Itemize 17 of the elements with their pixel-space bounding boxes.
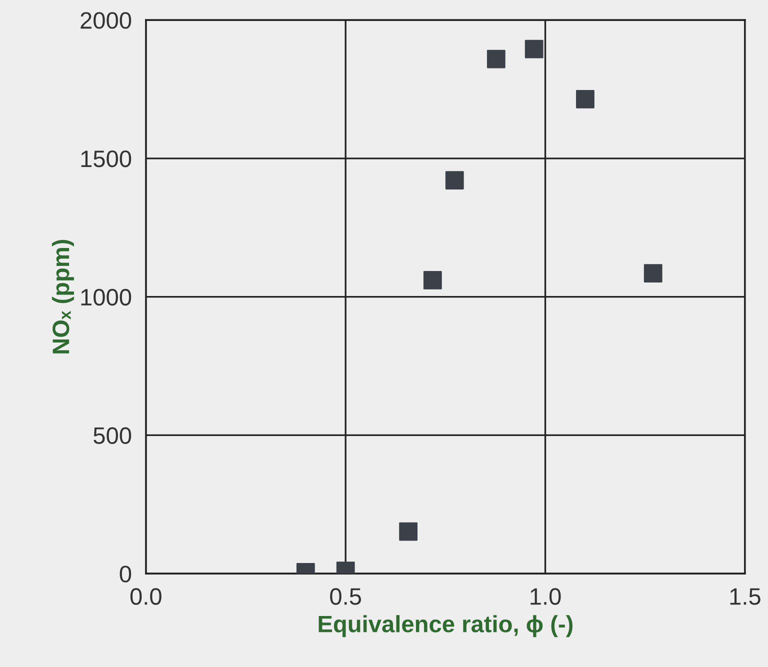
point [524,40,544,58]
y-tick-label: 500 [94,427,132,444]
point [644,264,662,282]
point [423,271,442,290]
x-axis-title: Equivalence ratio, ϕ (-) [318,615,573,638]
y-tick-label: 1500 [81,150,132,168]
x-tick-label: 0.0 [130,588,162,605]
point [486,50,506,68]
y-axis-title: NOₓ (ppm) [52,240,74,354]
x-tick-label: 1.5 [730,588,760,605]
point [576,90,594,108]
x-tick-label: 0.5 [330,588,362,605]
point [445,171,464,190]
y-tick-label: 0 [120,566,132,582]
y-tick-label: 2000 [80,12,132,29]
x-tick-label: 1.0 [530,588,561,605]
y-tick-label: 1000 [81,288,132,306]
